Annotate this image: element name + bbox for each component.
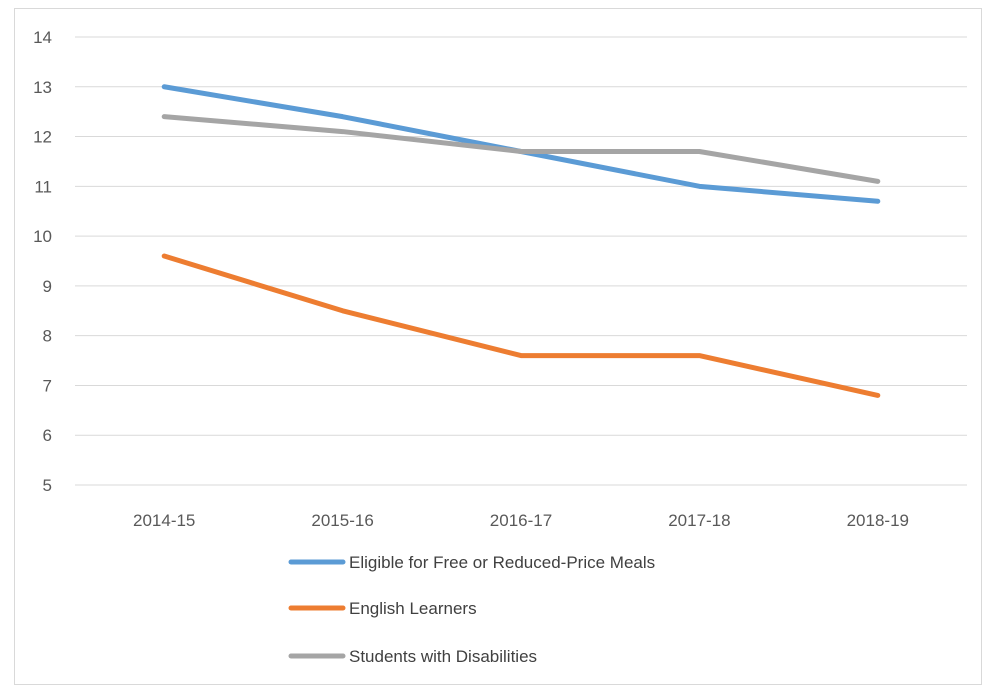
legend-item: Students with Disabilities — [288, 647, 537, 666]
y-tick-label: 6 — [43, 426, 52, 445]
legend: Eligible for Free or Reduced-Price Meals… — [288, 553, 655, 666]
y-tick-label: 7 — [43, 376, 52, 395]
legend-label: Eligible for Free or Reduced-Price Meals — [349, 553, 655, 572]
legend-label: English Learners — [349, 599, 477, 618]
x-tick-label: 2016-17 — [490, 511, 552, 530]
y-tick-label: 10 — [33, 227, 52, 246]
y-tick-label: 5 — [43, 476, 52, 495]
y-tick-label: 13 — [33, 78, 52, 97]
y-tick-label: 12 — [33, 128, 52, 147]
x-tick-label: 2018-19 — [847, 511, 909, 530]
y-tick-label: 14 — [33, 28, 52, 47]
series-line-1 — [161, 253, 881, 398]
legend-item: Eligible for Free or Reduced-Price Meals — [288, 553, 655, 572]
x-tick-label: 2017-18 — [668, 511, 730, 530]
gridlines — [75, 36, 967, 486]
y-tick-label: 11 — [34, 177, 52, 196]
legend-item: English Learners — [288, 599, 477, 618]
y-tick-label: 9 — [43, 277, 52, 296]
x-axis-ticks: 2014-15 2015-16 2016-17 2017-18 2018-19 — [133, 511, 909, 530]
series-line-2 — [161, 114, 881, 184]
y-axis-ticks: 5 6 7 8 9 10 11 12 13 14 — [33, 28, 52, 495]
chart-frame — [14, 8, 982, 685]
series-lines — [161, 84, 881, 398]
series-line-0 — [161, 84, 881, 204]
legend-label: Students with Disabilities — [349, 647, 537, 666]
y-tick-label: 8 — [43, 327, 52, 346]
x-tick-label: 2015-16 — [311, 511, 373, 530]
x-tick-label: 2014-15 — [133, 511, 195, 530]
